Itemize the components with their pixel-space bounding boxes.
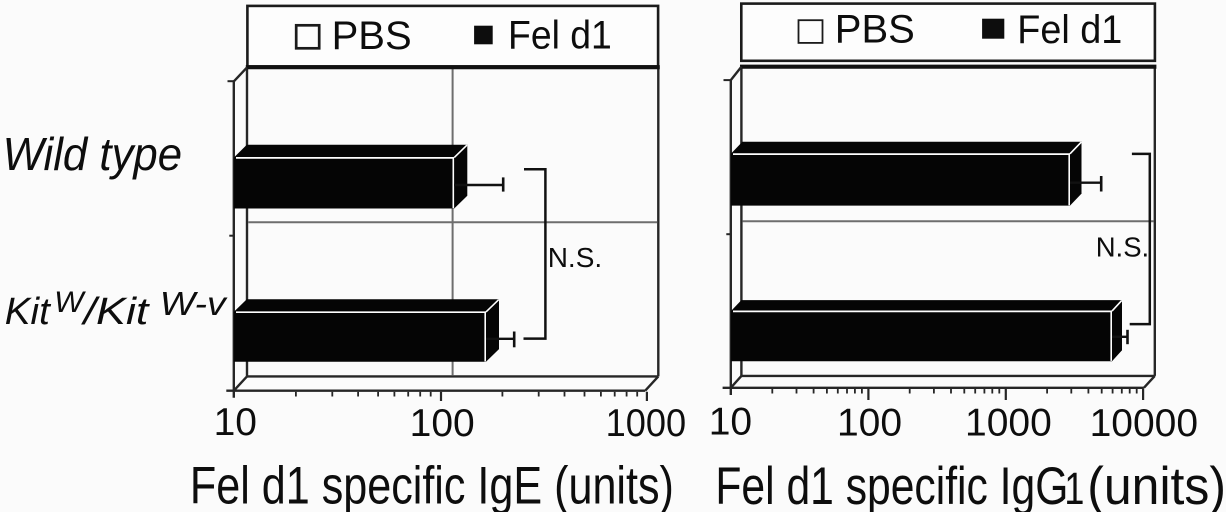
svg-text:Fel d1 specific IgG: Fel d1 specific IgG [715,457,1068,512]
svg-text:1000: 1000 [965,402,1052,445]
svg-text:10: 10 [214,401,257,444]
svg-text:N.S.: N.S. [1096,232,1149,263]
svg-text:Fel d1: Fel d1 [1017,8,1122,52]
svg-text:Fel d1 specific IgE (units): Fel d1 specific IgE (units) [190,457,674,512]
svg-text:100: 100 [410,402,475,445]
svg-text:Fel d1: Fel d1 [508,13,612,57]
svg-text:100: 100 [837,401,902,444]
svg-text:1: 1 [1064,463,1084,512]
svg-text:(units): (units) [1087,457,1226,512]
svg-text:10: 10 [709,401,752,444]
svg-text:PBS: PBS [332,14,412,58]
svg-text:PBS: PBS [835,7,915,51]
svg-text:1000: 1000 [606,402,687,445]
svg-text:N.S.: N.S. [548,242,602,273]
svg-text:KitW/KitW-v: KitW/Kit W-v [5,285,229,333]
svg-text:10000: 10000 [1090,402,1198,445]
svg-text:Wild type: Wild type [3,128,183,180]
